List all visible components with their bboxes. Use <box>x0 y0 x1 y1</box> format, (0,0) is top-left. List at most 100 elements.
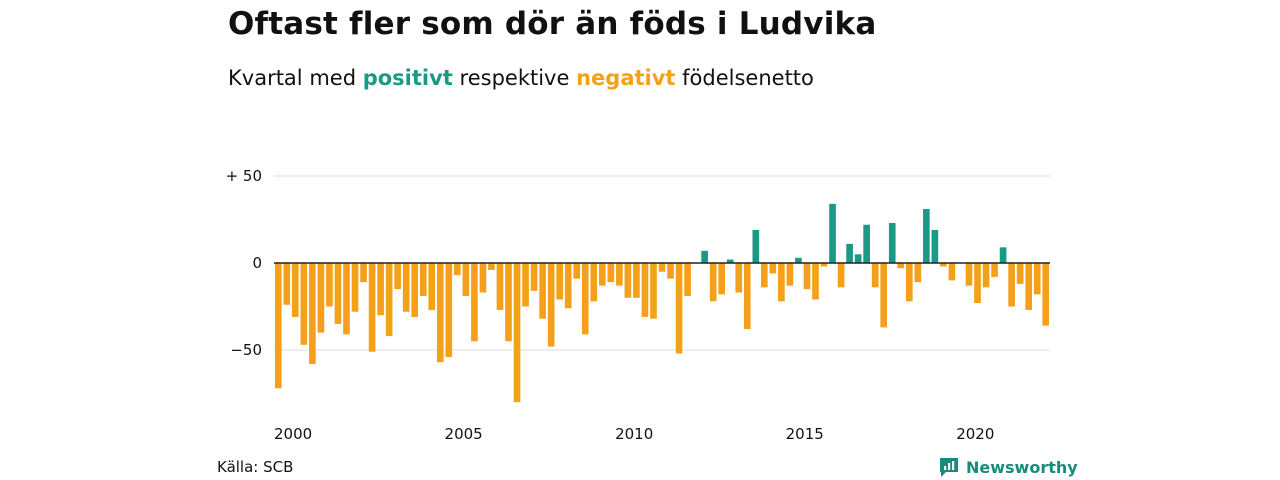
bar <box>598 263 606 286</box>
bar <box>726 259 734 263</box>
x-tick-label: 2000 <box>274 425 312 443</box>
bar <box>479 263 487 293</box>
bar <box>923 209 930 263</box>
bar <box>675 263 683 354</box>
bar <box>1042 263 1050 326</box>
bar <box>326 263 333 307</box>
bar <box>394 263 401 290</box>
bar <box>274 263 282 389</box>
bar <box>871 263 879 288</box>
bar <box>581 263 589 335</box>
y-tick-label: + 50 <box>226 167 262 185</box>
bar <box>343 263 350 335</box>
bar <box>803 263 811 290</box>
x-tick-label: 2010 <box>615 425 653 443</box>
bar <box>650 263 657 319</box>
brand-name: Newsworthy <box>966 457 1078 477</box>
bar <box>854 254 862 263</box>
bar <box>795 257 802 263</box>
bar <box>982 263 990 288</box>
x-tick-label: 2015 <box>786 425 824 443</box>
subtitle-prefix: Kvartal med <box>228 66 357 90</box>
bar <box>556 263 563 300</box>
bar <box>368 263 376 352</box>
bar <box>291 263 299 317</box>
bar <box>965 263 973 286</box>
bar <box>633 263 640 298</box>
bar <box>718 263 726 295</box>
bar <box>590 263 598 302</box>
bar <box>471 263 478 342</box>
bar <box>411 263 419 317</box>
newsworthy-logo-icon <box>940 458 958 477</box>
brand[interactable]: Newsworthy <box>938 456 1078 478</box>
bar <box>428 263 436 310</box>
bar <box>701 250 708 263</box>
bar <box>317 263 325 333</box>
bar <box>496 263 504 310</box>
bar <box>820 263 828 267</box>
bar <box>761 263 768 288</box>
bar <box>846 243 853 263</box>
bar <box>513 263 521 403</box>
grid-lines <box>274 175 1050 351</box>
bar <box>616 263 623 286</box>
y-tick-label: −50 <box>230 341 262 359</box>
bar <box>641 263 649 317</box>
bars <box>274 203 1050 403</box>
bar <box>897 263 905 269</box>
bar <box>1008 263 1015 307</box>
bar <box>709 263 717 302</box>
subtitle-middle: respektive <box>459 66 570 90</box>
bar <box>999 247 1007 263</box>
bar <box>991 263 998 277</box>
bar <box>769 263 777 274</box>
chart-title: Oftast fler som dör än föds i Ludvika <box>228 6 877 42</box>
bar <box>778 263 785 302</box>
bar <box>888 222 896 263</box>
bar <box>573 263 581 279</box>
bar <box>931 229 939 263</box>
bar <box>454 263 461 276</box>
bar <box>530 263 538 291</box>
bar <box>974 263 981 304</box>
bar <box>837 263 845 288</box>
bar <box>360 263 367 283</box>
bar <box>488 263 495 270</box>
bar <box>462 263 470 297</box>
subtitle-negative: negativt <box>576 66 676 90</box>
bar <box>658 263 666 272</box>
bar <box>283 263 291 305</box>
bar <box>402 263 410 312</box>
bar <box>309 263 316 364</box>
bar <box>377 263 384 316</box>
bar <box>505 263 512 342</box>
bar <box>334 263 342 324</box>
axes: + 50 0 −50 2000 2005 2010 2015 2020 <box>226 167 1050 443</box>
bar <box>667 263 674 279</box>
bar <box>829 203 836 263</box>
bar <box>735 263 743 293</box>
bar <box>880 263 888 328</box>
bar <box>445 263 453 357</box>
bar <box>905 263 913 302</box>
bar <box>539 263 546 319</box>
subtitle-suffix: födelsenetto <box>682 66 814 90</box>
x-tick-label: 2020 <box>956 425 994 443</box>
bar <box>1016 263 1024 284</box>
bar <box>914 263 922 283</box>
bar <box>752 229 760 263</box>
bar <box>1025 263 1033 310</box>
source-note: Källa: SCB <box>217 458 294 476</box>
subtitle-positive: positivt <box>362 66 453 90</box>
x-tick-label: 2005 <box>445 425 483 443</box>
bar <box>385 263 393 337</box>
bar <box>624 263 632 298</box>
bar <box>948 263 956 281</box>
bar <box>743 263 751 330</box>
bar <box>786 263 794 286</box>
bar <box>436 263 444 363</box>
bar <box>684 263 691 297</box>
bar <box>547 263 555 347</box>
